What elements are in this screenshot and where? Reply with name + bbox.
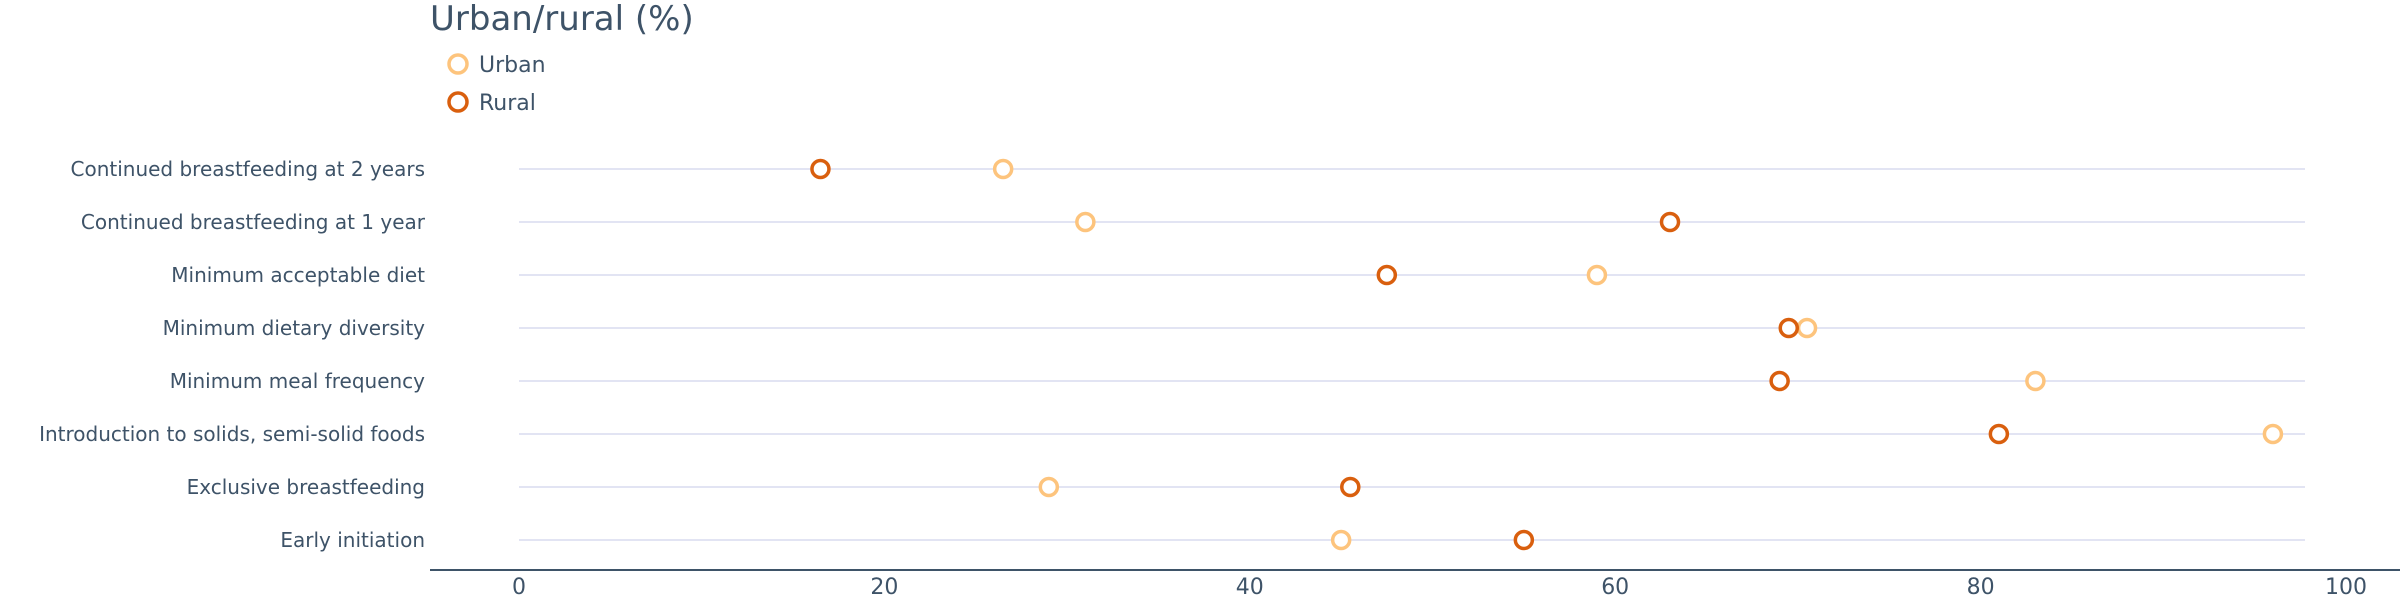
category-label: Continued breastfeeding at 1 year [81, 210, 426, 234]
data-point-urban[interactable] [1075, 211, 1096, 233]
data-point-urban[interactable] [992, 158, 1014, 180]
category-label: Introduction to solids, semi-solid foods [39, 422, 425, 446]
gridlines [519, 168, 2305, 541]
x-axis: 0 20 40 60 80 100 [430, 569, 2400, 600]
legend-marker-rural [447, 91, 469, 113]
data-point-rural[interactable] [1340, 476, 1361, 498]
data-point-urban[interactable] [2025, 370, 2046, 392]
data-point-urban[interactable] [1586, 264, 1608, 286]
data-point-urban[interactable] [1330, 529, 1352, 551]
x-tick-label: 60 [1601, 575, 1629, 600]
data-point-urban[interactable] [1796, 317, 1818, 339]
category-label: Early initiation [280, 528, 425, 552]
data-markers [810, 158, 2284, 551]
category-label: Exclusive breastfeeding [187, 475, 425, 499]
category-label: Minimum dietary diversity [163, 316, 426, 340]
data-point-rural[interactable] [1988, 423, 2010, 445]
category-labels: Continued breastfeeding at 2 years Contin… [39, 157, 426, 552]
x-tick-label: 40 [1236, 575, 1264, 600]
x-tick-label: 20 [870, 575, 898, 600]
series-rural [810, 158, 2010, 551]
data-point-rural[interactable] [810, 158, 831, 180]
data-point-rural[interactable] [1769, 370, 1790, 392]
category-label: Continued breastfeeding at 2 years [71, 157, 426, 181]
legend-marker-urban [447, 53, 469, 75]
legend-label-urban: Urban [479, 53, 546, 78]
data-point-rural[interactable] [1659, 211, 1681, 233]
x-tick-label: 0 [512, 575, 526, 600]
x-tick-label: 80 [1967, 575, 1995, 600]
legend: Urban Rural [447, 53, 546, 116]
data-point-rural[interactable] [1778, 317, 1800, 339]
data-point-urban[interactable] [2262, 423, 2284, 445]
category-label: Minimum acceptable diet [171, 263, 425, 287]
data-point-rural[interactable] [1376, 264, 1398, 286]
chart-title: Urban/rural (%) [430, 0, 694, 39]
legend-item-rural[interactable]: Rural [447, 91, 536, 116]
series-urban [992, 158, 2284, 551]
x-tick-label: 100 [2325, 575, 2367, 600]
data-point-urban[interactable] [1038, 476, 1060, 498]
category-label: Minimum meal frequency [170, 369, 425, 393]
data-point-rural[interactable] [1513, 529, 1535, 551]
legend-item-urban[interactable]: Urban [447, 53, 546, 78]
legend-label-rural: Rural [479, 91, 536, 116]
